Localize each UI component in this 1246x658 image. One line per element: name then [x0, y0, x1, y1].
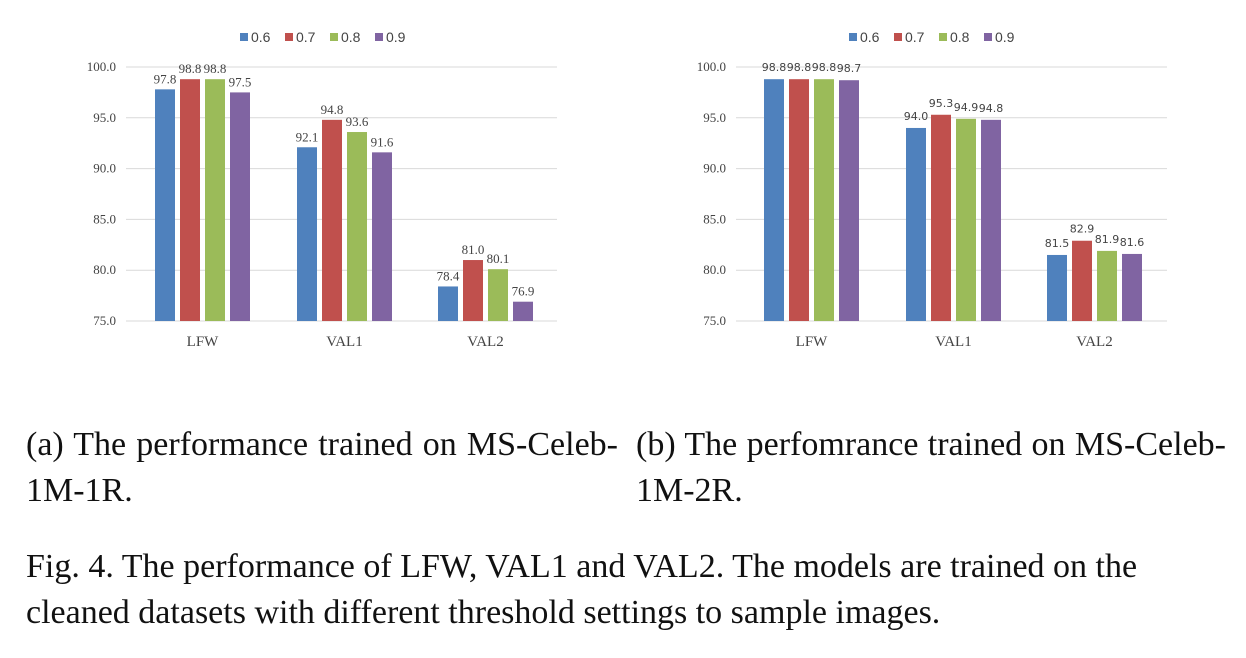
y-tick-label: 90.0	[703, 161, 726, 176]
data-label: 80.1	[487, 251, 510, 266]
bar	[463, 260, 483, 321]
legend-swatch	[240, 33, 248, 41]
bar	[839, 80, 859, 321]
data-label: 98.8	[787, 61, 812, 74]
bar	[906, 127, 926, 322]
y-tick-label: 100.0	[697, 59, 726, 74]
x-category-label: VAL1	[935, 334, 971, 350]
data-label: 81.9	[1095, 233, 1120, 246]
legend-swatch	[939, 33, 947, 41]
data-label: 97.5	[229, 74, 252, 89]
data-label: 94.8	[321, 102, 344, 117]
data-label: 76.9	[512, 284, 535, 299]
legend-label: 0.8	[950, 29, 970, 45]
bar	[814, 79, 834, 321]
x-category-label: LFW	[796, 334, 829, 350]
data-label: 81.6	[1120, 236, 1145, 249]
bar	[372, 152, 392, 321]
data-label: 97.8	[154, 71, 177, 86]
data-label: 92.1	[296, 129, 319, 144]
legend-label: 0.7	[296, 29, 316, 45]
legend-label: 0.7	[905, 29, 925, 45]
legend-swatch	[285, 33, 293, 41]
bar	[205, 79, 225, 321]
bar	[347, 132, 367, 321]
legend-swatch	[330, 33, 338, 41]
bar	[1047, 254, 1067, 321]
data-label: 94.9	[954, 101, 979, 114]
legend-label: 0.8	[341, 29, 361, 45]
legend-label: 0.6	[251, 29, 271, 45]
x-category-label: VAL2	[467, 334, 503, 350]
data-label: 98.8	[812, 61, 837, 74]
bar	[488, 269, 508, 321]
bar	[1072, 240, 1092, 321]
bar	[789, 79, 809, 321]
data-label: 81.5	[1045, 237, 1070, 250]
data-label: 81.0	[462, 242, 485, 257]
legend-label: 0.9	[995, 29, 1015, 45]
data-label: 93.6	[346, 114, 369, 129]
legend-label: 0.9	[386, 29, 406, 45]
y-tick-label: 90.0	[93, 161, 116, 176]
bar	[297, 147, 317, 321]
bar	[513, 301, 533, 321]
y-tick-label: 100.0	[87, 59, 116, 74]
subcaption-b: (b) The perfomrance trained on MS-Celeb-…	[636, 426, 1226, 509]
data-label: 78.4	[437, 268, 460, 283]
data-label: 98.8	[762, 61, 787, 74]
figure-caption: Fig. 4. The performance of LFW, VAL1 and…	[26, 548, 1138, 631]
legend-swatch	[375, 33, 383, 41]
data-label: 95.3	[929, 97, 954, 110]
bar	[764, 79, 784, 321]
data-label: 82.9	[1070, 223, 1095, 236]
x-category-label: VAL1	[326, 334, 362, 350]
bar	[956, 118, 976, 321]
chart-b: 75.0 80.0 85.0 90.0 95.0 100.0 98.8 94.0 81.5 98.…	[697, 29, 1167, 350]
bar	[438, 286, 458, 321]
y-tick-label: 75.0	[703, 313, 726, 328]
x-category-label: LFW	[187, 334, 220, 350]
data-label: 98.7	[837, 62, 862, 75]
bar	[1097, 250, 1117, 321]
bar	[1122, 253, 1142, 321]
x-category-label: VAL2	[1076, 334, 1112, 350]
y-tick-label: 80.0	[703, 262, 726, 277]
legend-label: 0.6	[860, 29, 880, 45]
legend-swatch	[894, 33, 902, 41]
y-tick-label: 95.0	[703, 110, 726, 125]
data-label: 98.8	[204, 61, 227, 76]
data-label: 94.8	[979, 102, 1004, 115]
y-tick-label: 85.0	[703, 211, 726, 226]
legend-swatch	[984, 33, 992, 41]
data-label: 98.8	[179, 61, 202, 76]
y-tick-label: 75.0	[93, 313, 116, 328]
bar	[981, 119, 1001, 321]
y-tick-label: 85.0	[93, 211, 116, 226]
legend-swatch	[849, 33, 857, 41]
y-tick-label: 80.0	[93, 262, 116, 277]
bar	[180, 79, 200, 321]
data-label: 91.6	[371, 134, 394, 149]
bar	[931, 114, 951, 321]
bar	[155, 89, 175, 322]
data-label: 94.0	[904, 110, 929, 123]
bar	[322, 119, 342, 321]
subcaption-a: (a) The performance trained on MS-Celeb-…	[26, 426, 618, 509]
chart-a: 75.0 80.0 85.0 90.0 95.0 100.0 97.8 92.1 78.4 98.…	[87, 29, 557, 350]
bar	[230, 92, 250, 322]
y-tick-label: 95.0	[93, 110, 116, 125]
